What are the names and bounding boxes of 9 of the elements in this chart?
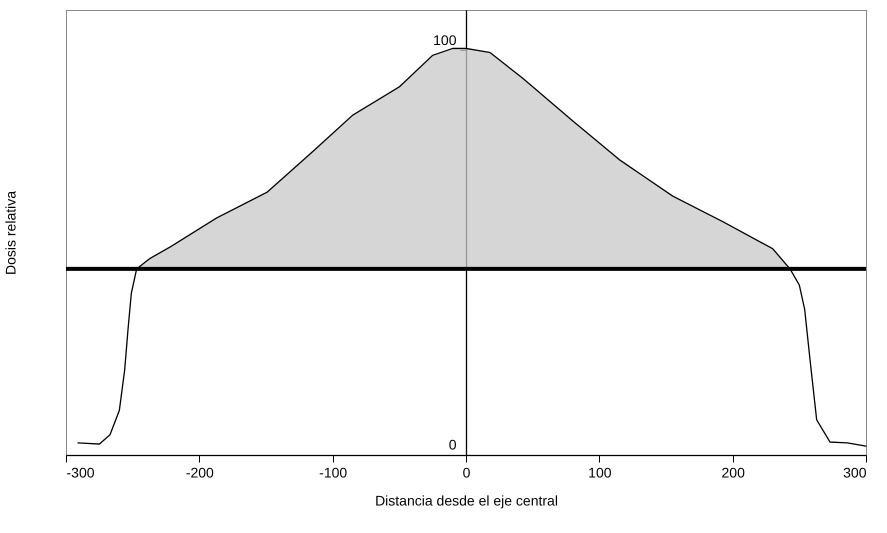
x-tick-label: -100 [319, 464, 348, 480]
x-tick-label: 200 [721, 464, 746, 480]
x-axis-title: Distancia desde el eje central [375, 492, 558, 508]
y-axis-title: Dosis relativa [2, 190, 18, 276]
x-tick-label: -200 [186, 464, 214, 480]
x-tick-label: 100 [588, 464, 612, 480]
x-tick-label: 300 [843, 464, 867, 480]
x-tick-label: 0 [462, 464, 471, 480]
x-tick-label: -300 [66, 464, 95, 480]
